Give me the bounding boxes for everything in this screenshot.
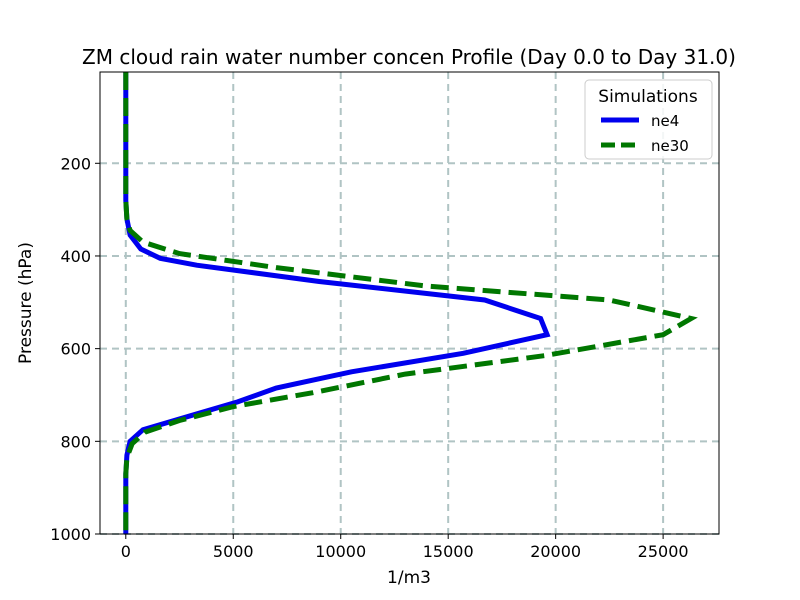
x-tick-label: 25000 [638,542,689,561]
y-axis-label: Pressure (hPa) [16,242,36,364]
x-tick-label: 15000 [423,542,474,561]
legend-label-ne4: ne4 [651,112,679,130]
x-tick-label: 5000 [213,542,254,561]
legend-label-ne30: ne30 [651,137,689,155]
series-group [123,72,698,534]
x-tick-label: 20000 [530,542,581,561]
x-axis-label: 1/m3 [387,568,431,588]
chart-title: ZM cloud rain water number concen Profil… [82,45,736,69]
y-tick-label: 800 [60,432,91,451]
legend-box [584,79,713,160]
plot-frame [99,71,720,535]
series-line-ne4 [123,72,551,534]
x-tick-label: 0 [121,542,131,561]
series-line-ne30 [123,72,698,534]
legend-title: Simulations [598,87,698,107]
y-tick-label: 1000 [50,525,91,544]
y-axis-ticks: 200 400 600 800 1000 [50,154,100,544]
y-tick-label: 200 [60,154,91,173]
x-axis-ticks: 0 5000 10000 15000 20000 25000 [121,534,689,561]
y-tick-label: 600 [60,340,91,359]
legend: Simulations ne4 ne30 [584,79,713,160]
x-tick-label: 10000 [315,542,366,561]
y-tick-label: 400 [60,247,91,266]
